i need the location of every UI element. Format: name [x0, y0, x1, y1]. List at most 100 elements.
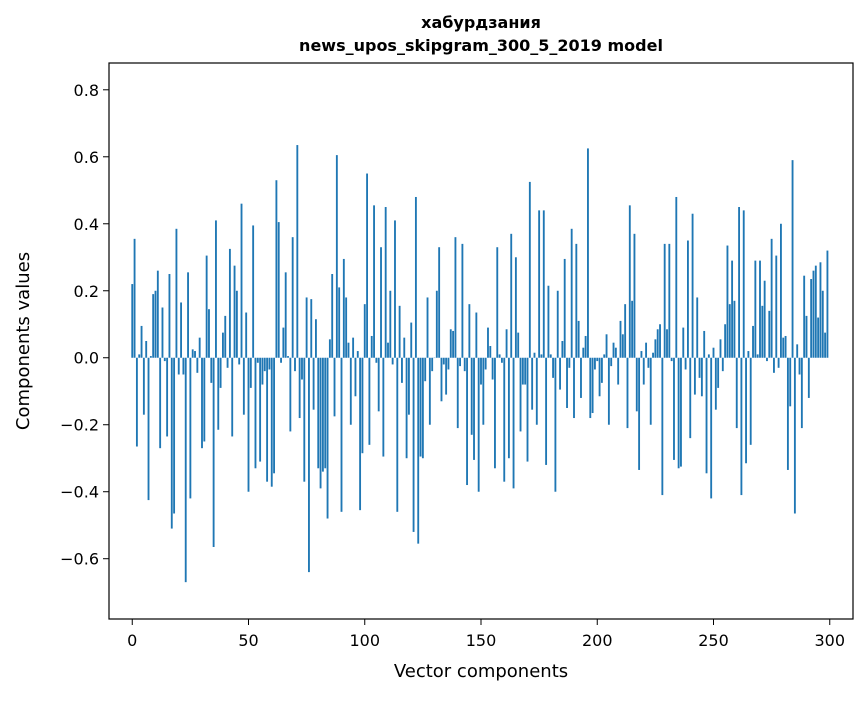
- bar-29: [199, 338, 201, 358]
- bar-287: [799, 358, 801, 375]
- bar-12: [159, 358, 161, 448]
- bar-51: [250, 358, 252, 388]
- bar-96: [355, 358, 357, 397]
- bar-122: [415, 197, 417, 358]
- bar-196: [587, 148, 589, 357]
- bar-128: [429, 358, 431, 425]
- bar-86: [331, 274, 333, 358]
- bar-104: [373, 205, 375, 357]
- x-axis-label: Vector components: [394, 661, 568, 682]
- y-axis-label: Components values: [13, 252, 34, 430]
- bar-268: [754, 261, 756, 358]
- bar-227: [659, 324, 661, 357]
- bar-72: [299, 358, 301, 418]
- bar-257: [729, 304, 731, 358]
- bar-46: [238, 358, 240, 365]
- x-tick-label: 300: [814, 631, 845, 650]
- bar-109: [385, 207, 387, 358]
- bar-208: [615, 348, 617, 358]
- bar-237: [682, 328, 684, 358]
- bar-118: [406, 358, 408, 458]
- bar-94: [350, 358, 352, 425]
- bar-90: [341, 358, 343, 512]
- bar-231: [668, 244, 670, 358]
- bar-183: [557, 291, 559, 358]
- bar-248: [708, 354, 710, 357]
- bar-235: [678, 358, 680, 469]
- bar-217: [636, 358, 638, 412]
- bar-225: [654, 339, 656, 357]
- bar-240: [689, 358, 691, 438]
- y-tick-label: 0.4: [74, 215, 99, 234]
- bar-56: [262, 358, 264, 385]
- y-tick-label: −0.4: [60, 483, 99, 502]
- bar-14: [164, 358, 166, 361]
- bar-129: [431, 358, 433, 371]
- bar-158: [499, 354, 501, 357]
- bar-246: [703, 331, 705, 358]
- bar-60: [271, 358, 273, 487]
- bar-111: [389, 291, 391, 358]
- bar-43: [231, 358, 233, 437]
- bar-148: [475, 313, 477, 358]
- bar-147: [473, 358, 475, 460]
- bar-78: [313, 358, 315, 410]
- bar-64: [280, 358, 282, 363]
- bar-200: [596, 358, 598, 361]
- bar-39: [222, 333, 224, 358]
- bar-25: [189, 358, 191, 499]
- bar-230: [666, 329, 668, 357]
- bar-67: [287, 356, 289, 358]
- bar-52: [252, 225, 254, 357]
- bar-113: [394, 220, 396, 357]
- bar-284: [792, 160, 794, 358]
- bar-105: [375, 358, 377, 363]
- bar-27: [194, 351, 196, 358]
- bar-270: [759, 261, 761, 358]
- bar-173: [534, 353, 536, 358]
- bar-49: [245, 313, 247, 358]
- bar-170: [527, 358, 529, 462]
- bar-250: [713, 348, 715, 358]
- bar-20: [178, 358, 180, 375]
- bar-206: [610, 358, 612, 366]
- bar-95: [352, 338, 354, 358]
- bar-273: [766, 358, 768, 361]
- bar-115: [399, 306, 401, 358]
- bar-177: [543, 210, 545, 357]
- bar-207: [613, 343, 615, 358]
- bar-233: [673, 358, 675, 460]
- bar-191: [575, 244, 577, 358]
- bar-57: [264, 358, 266, 371]
- bar-154: [489, 346, 491, 358]
- bar-256: [727, 246, 729, 358]
- bar-204: [606, 334, 608, 357]
- bar-190: [573, 358, 575, 418]
- bar-48: [243, 358, 245, 415]
- bar-181: [552, 358, 554, 378]
- bar-19: [176, 229, 178, 358]
- bar-293: [813, 271, 815, 358]
- bar-36: [215, 220, 217, 357]
- bar-93: [348, 343, 350, 358]
- bar-80: [317, 358, 319, 469]
- x-tick-label: 100: [349, 631, 380, 650]
- bar-184: [559, 358, 561, 390]
- bar-120: [410, 323, 412, 358]
- bar-180: [550, 354, 552, 357]
- bar-198: [592, 358, 594, 413]
- bar-77: [310, 299, 312, 358]
- bar-23: [185, 358, 187, 582]
- bar-155: [492, 358, 494, 380]
- bar-169: [524, 358, 526, 385]
- bar-18: [173, 358, 175, 514]
- bar-197: [589, 358, 591, 418]
- bar-224: [652, 353, 654, 358]
- bar-30: [201, 358, 203, 448]
- bar-205: [608, 358, 610, 425]
- bar-55: [259, 358, 261, 462]
- bar-271: [761, 306, 763, 358]
- bar-102: [368, 358, 370, 445]
- bar-221: [645, 343, 647, 358]
- y-tick-label: −0.6: [60, 550, 99, 569]
